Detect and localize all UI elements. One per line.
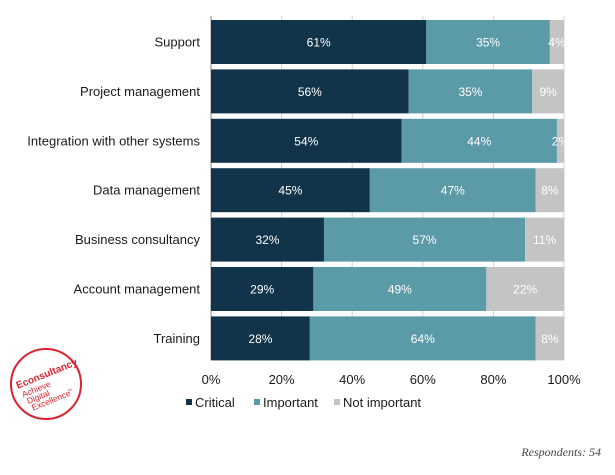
x-tick-label: 20% — [269, 372, 295, 387]
bar-value-label: 11% — [533, 233, 556, 247]
category-label: Integration with other systems — [27, 133, 200, 148]
bar-value-label: 8% — [541, 184, 559, 198]
category-label: Business consultancy — [75, 232, 201, 247]
bar-value-label: 47% — [441, 184, 465, 198]
legend-swatch — [186, 399, 192, 405]
bar-segment-important — [313, 267, 487, 311]
bar-value-label: 57% — [413, 233, 437, 247]
bar-segment-critical — [211, 168, 370, 213]
x-tick-label: 0% — [202, 372, 221, 387]
bar-segment-important — [408, 69, 533, 114]
bar-segment-important — [323, 217, 526, 262]
x-tick-label: 100% — [547, 372, 581, 387]
bar-segment-not-important — [535, 168, 564, 213]
legend-swatch — [334, 399, 340, 405]
bar-value-label: 64% — [411, 332, 435, 346]
bar-value-label: 54% — [294, 134, 318, 148]
bar-value-label: 45% — [278, 184, 302, 198]
bar-segment-not-important — [549, 20, 564, 64]
bar-segment-critical — [211, 69, 409, 114]
bar-value-label: 22% — [513, 283, 537, 297]
bar-value-label: 29% — [250, 283, 274, 297]
legend-label: Not important — [343, 395, 421, 410]
legend-label: Critical — [195, 395, 235, 410]
bar-segment-important — [401, 118, 557, 163]
category-label: Data management — [93, 183, 200, 198]
bar-segment-critical — [211, 217, 324, 262]
category-label: Training — [154, 331, 200, 346]
bar-value-label: 8% — [541, 332, 559, 346]
logo-trademark: ™ — [67, 388, 74, 395]
bar-value-label: 56% — [298, 85, 322, 99]
bar-value-label: 35% — [476, 36, 500, 50]
econsultancy-logo: Econsultancy Achieve Digital Excellence … — [8, 346, 84, 422]
bar-value-label: 61% — [307, 36, 331, 50]
x-tick-label: 60% — [410, 372, 436, 387]
bar-segment-important — [426, 20, 550, 64]
legend-label: Important — [263, 395, 318, 410]
bar-segment-not-important — [486, 267, 564, 311]
bar-segment-not-important — [525, 217, 564, 262]
category-label: Project management — [80, 84, 200, 99]
bar-segment-critical — [211, 118, 402, 163]
bar-value-label: 49% — [388, 283, 412, 297]
bar-segment-critical — [211, 316, 310, 361]
bar-value-label: 44% — [467, 134, 491, 148]
bar-segment-critical — [211, 267, 314, 311]
bar-segment-not-important — [532, 69, 564, 114]
bar-segment-not-important — [556, 118, 564, 163]
x-tick-label: 40% — [339, 372, 365, 387]
respondents-footnote: Respondents: 54 — [521, 445, 601, 459]
bar-value-label: 2% — [552, 134, 570, 148]
bar-value-label: 4% — [548, 36, 566, 50]
legend-swatch — [254, 399, 260, 405]
bar-segment-not-important — [535, 316, 564, 361]
bar-value-label: 28% — [248, 332, 272, 346]
category-label: Support — [154, 35, 200, 50]
bar-value-label: 9% — [539, 85, 557, 99]
bar-segment-critical — [211, 20, 427, 64]
bar-value-label: 35% — [458, 85, 482, 99]
category-label: Account management — [74, 282, 201, 297]
bar-segment-important — [369, 168, 536, 213]
bar-value-label: 32% — [255, 233, 279, 247]
bar-segment-important — [309, 316, 536, 361]
x-tick-label: 80% — [480, 372, 506, 387]
